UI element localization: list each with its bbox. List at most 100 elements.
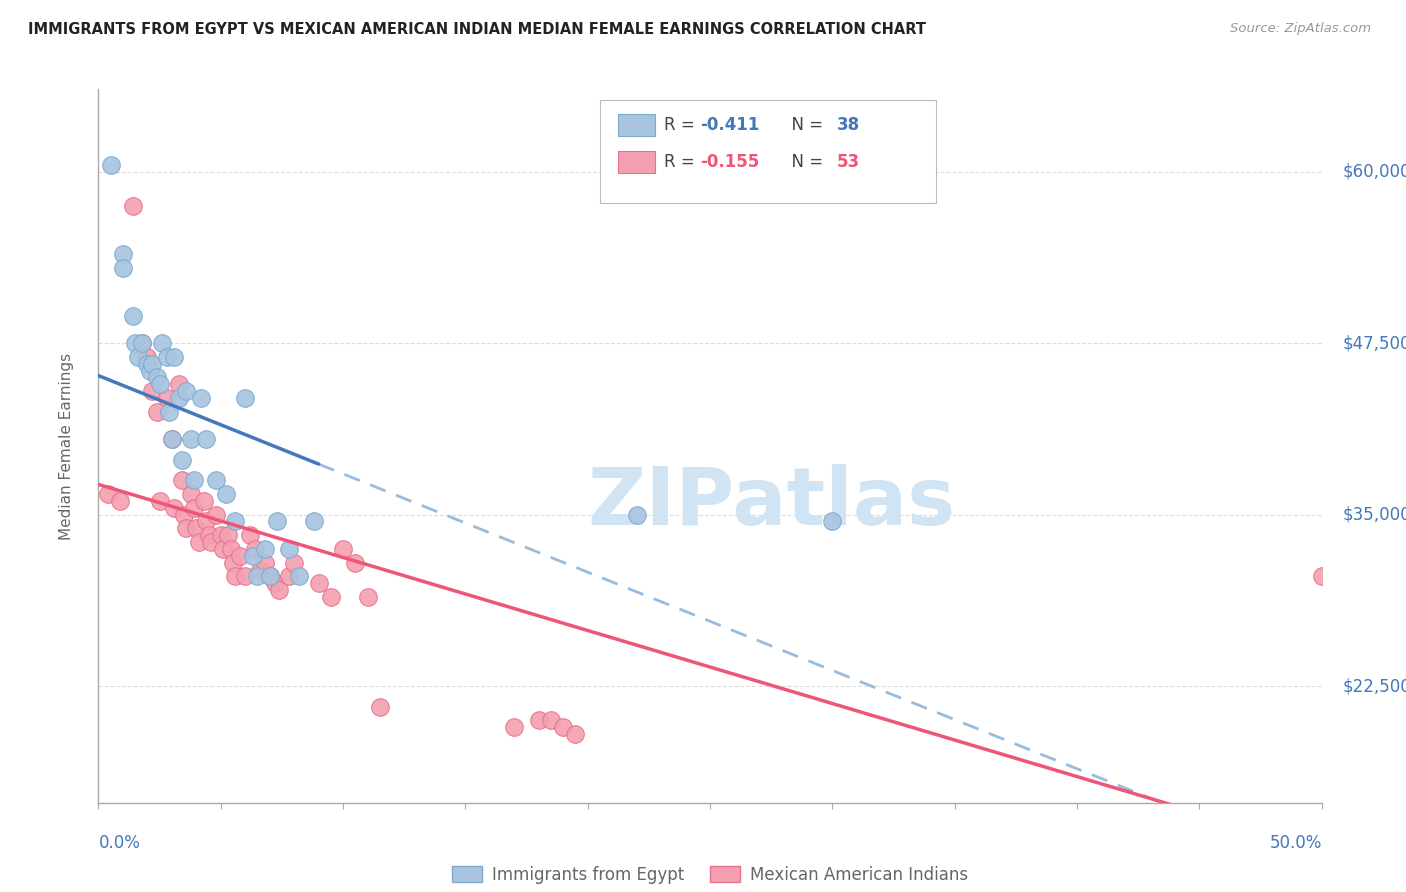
Point [243, 541, 266, 556]
Text: 50.0%: 50.0% [1270, 834, 1322, 852]
Point [157, 405, 180, 419]
Text: 0.0%: 0.0% [98, 834, 141, 852]
Point [222, 556, 245, 570]
Point [246, 569, 269, 583]
Point [626, 508, 648, 522]
Point [308, 576, 330, 591]
Point [187, 535, 209, 549]
Point [540, 714, 562, 728]
Point [136, 350, 159, 364]
Point [183, 500, 205, 515]
Point [229, 549, 252, 563]
Point [124, 336, 146, 351]
Point [197, 528, 219, 542]
Text: 53: 53 [837, 153, 860, 171]
Point [302, 515, 325, 529]
Point [253, 541, 276, 556]
Point [319, 590, 342, 604]
Point [111, 247, 134, 261]
Point [195, 432, 218, 446]
Point [141, 384, 163, 398]
Point [821, 515, 844, 529]
Text: 38: 38 [837, 116, 860, 134]
Point [224, 569, 246, 583]
Point [200, 535, 222, 549]
Text: IMMIGRANTS FROM EGYPT VS MEXICAN AMERICAN INDIAN MEDIAN FEMALE EARNINGS CORRELAT: IMMIGRANTS FROM EGYPT VS MEXICAN AMERICA… [28, 22, 927, 37]
Bar [619, 152, 655, 173]
Point [209, 528, 232, 542]
Point [190, 391, 212, 405]
Point [253, 556, 276, 570]
Point [193, 494, 215, 508]
Point [156, 350, 179, 364]
Point [219, 541, 242, 556]
Point [156, 391, 179, 405]
Point [146, 370, 169, 384]
Point [176, 521, 198, 535]
Point [527, 714, 550, 728]
Text: Source: ZipAtlas.com: Source: ZipAtlas.com [1230, 22, 1371, 36]
Text: R =: R = [664, 116, 700, 134]
Text: -0.411: -0.411 [700, 116, 759, 134]
Point [136, 357, 159, 371]
Point [266, 515, 288, 529]
Point [368, 699, 391, 714]
Point [239, 528, 262, 542]
Point [149, 377, 172, 392]
Point [553, 720, 575, 734]
Text: -0.155: -0.155 [700, 153, 759, 171]
Point [205, 508, 228, 522]
Point [97, 487, 120, 501]
Text: $22,500: $22,500 [1343, 677, 1406, 695]
Point [163, 350, 186, 364]
FancyBboxPatch shape [600, 100, 936, 203]
Point [186, 521, 208, 535]
Bar [619, 114, 655, 136]
Point [110, 494, 132, 508]
Point [141, 357, 163, 371]
Text: N =: N = [780, 116, 828, 134]
Point [131, 336, 153, 351]
Point [111, 260, 134, 275]
Point [269, 583, 291, 598]
Point [195, 515, 218, 529]
Point [167, 377, 190, 392]
Point [278, 541, 301, 556]
Point [176, 384, 198, 398]
Legend: Immigrants from Egypt, Mexican American Indians: Immigrants from Egypt, Mexican American … [446, 860, 974, 891]
Point [356, 590, 378, 604]
Point [183, 473, 205, 487]
Point [180, 487, 202, 501]
Y-axis label: Median Female Earnings: Median Female Earnings [59, 352, 75, 540]
Text: $35,000: $35,000 [1343, 506, 1406, 524]
Point [564, 727, 586, 741]
Point [259, 569, 281, 583]
Point [283, 556, 305, 570]
Text: $60,000: $60,000 [1343, 162, 1406, 180]
Point [167, 391, 190, 405]
Point [163, 500, 186, 515]
Point [121, 309, 143, 323]
Point [344, 556, 367, 570]
Point [170, 473, 193, 487]
Text: R =: R = [664, 153, 700, 171]
Point [131, 336, 153, 351]
Text: N =: N = [780, 153, 828, 171]
Point [263, 576, 285, 591]
Point [217, 528, 239, 542]
Point [278, 569, 301, 583]
Point [100, 158, 122, 172]
Point [149, 494, 172, 508]
Text: ZIPatlas: ZIPatlas [588, 464, 955, 542]
Point [224, 515, 246, 529]
Point [170, 452, 193, 467]
Point [1310, 569, 1333, 583]
Point [160, 432, 183, 446]
Point [332, 541, 354, 556]
Point [259, 569, 281, 583]
Point [212, 541, 235, 556]
Point [173, 508, 195, 522]
Text: $47,500: $47,500 [1343, 334, 1406, 352]
Point [249, 562, 271, 576]
Point [160, 432, 183, 446]
